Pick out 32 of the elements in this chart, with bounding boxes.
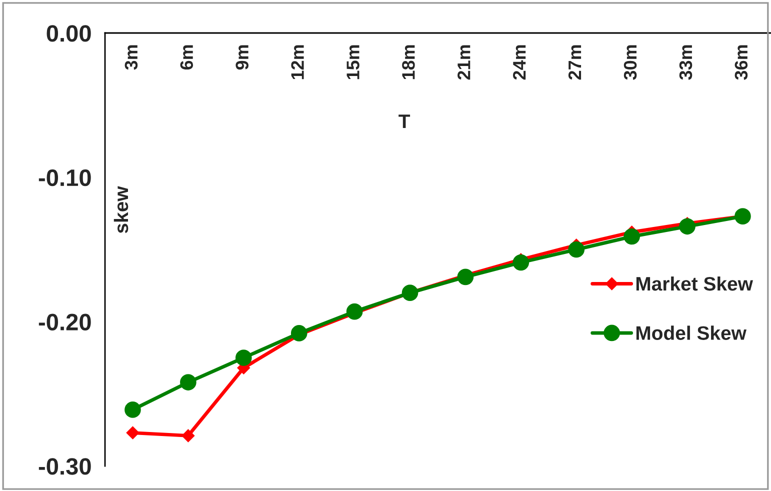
x-tick-label: 33m <box>679 45 692 80</box>
x-tick-label: 3m <box>124 45 138 70</box>
y-tick-label: -0.10 <box>38 169 91 186</box>
point <box>624 228 640 245</box>
point <box>290 325 308 342</box>
x-tick-label: 15m <box>346 45 360 80</box>
x-tick-label: 24m <box>512 45 526 80</box>
y-tick-label: 0.00 <box>46 25 91 42</box>
y-tick-label: -0.30 <box>38 458 91 475</box>
point <box>679 218 696 235</box>
x-tick-label: 18m <box>402 45 415 80</box>
x-tick-label: 36m <box>734 45 748 80</box>
point <box>126 426 140 440</box>
point <box>568 241 585 258</box>
legend-label: Market Skew <box>636 276 754 291</box>
point <box>346 303 363 320</box>
point <box>457 268 474 286</box>
x-tick-label: 9m <box>236 45 248 70</box>
x-tick-label: 30m <box>624 45 637 80</box>
point <box>512 254 530 271</box>
point <box>180 374 196 390</box>
y-tick-label: -0.20 <box>38 314 91 330</box>
legend-label: Model Skew <box>636 326 746 340</box>
x-tick-label: 27m <box>568 45 582 80</box>
x-tick-label: 12m <box>291 45 304 80</box>
point <box>235 350 252 366</box>
point <box>124 402 141 418</box>
x-axis-title: T <box>398 114 410 128</box>
y-axis-title: skew <box>114 186 128 234</box>
point <box>182 429 195 442</box>
x-tick-label: 21m <box>458 45 470 80</box>
x-tick-label: 6m <box>180 45 194 70</box>
